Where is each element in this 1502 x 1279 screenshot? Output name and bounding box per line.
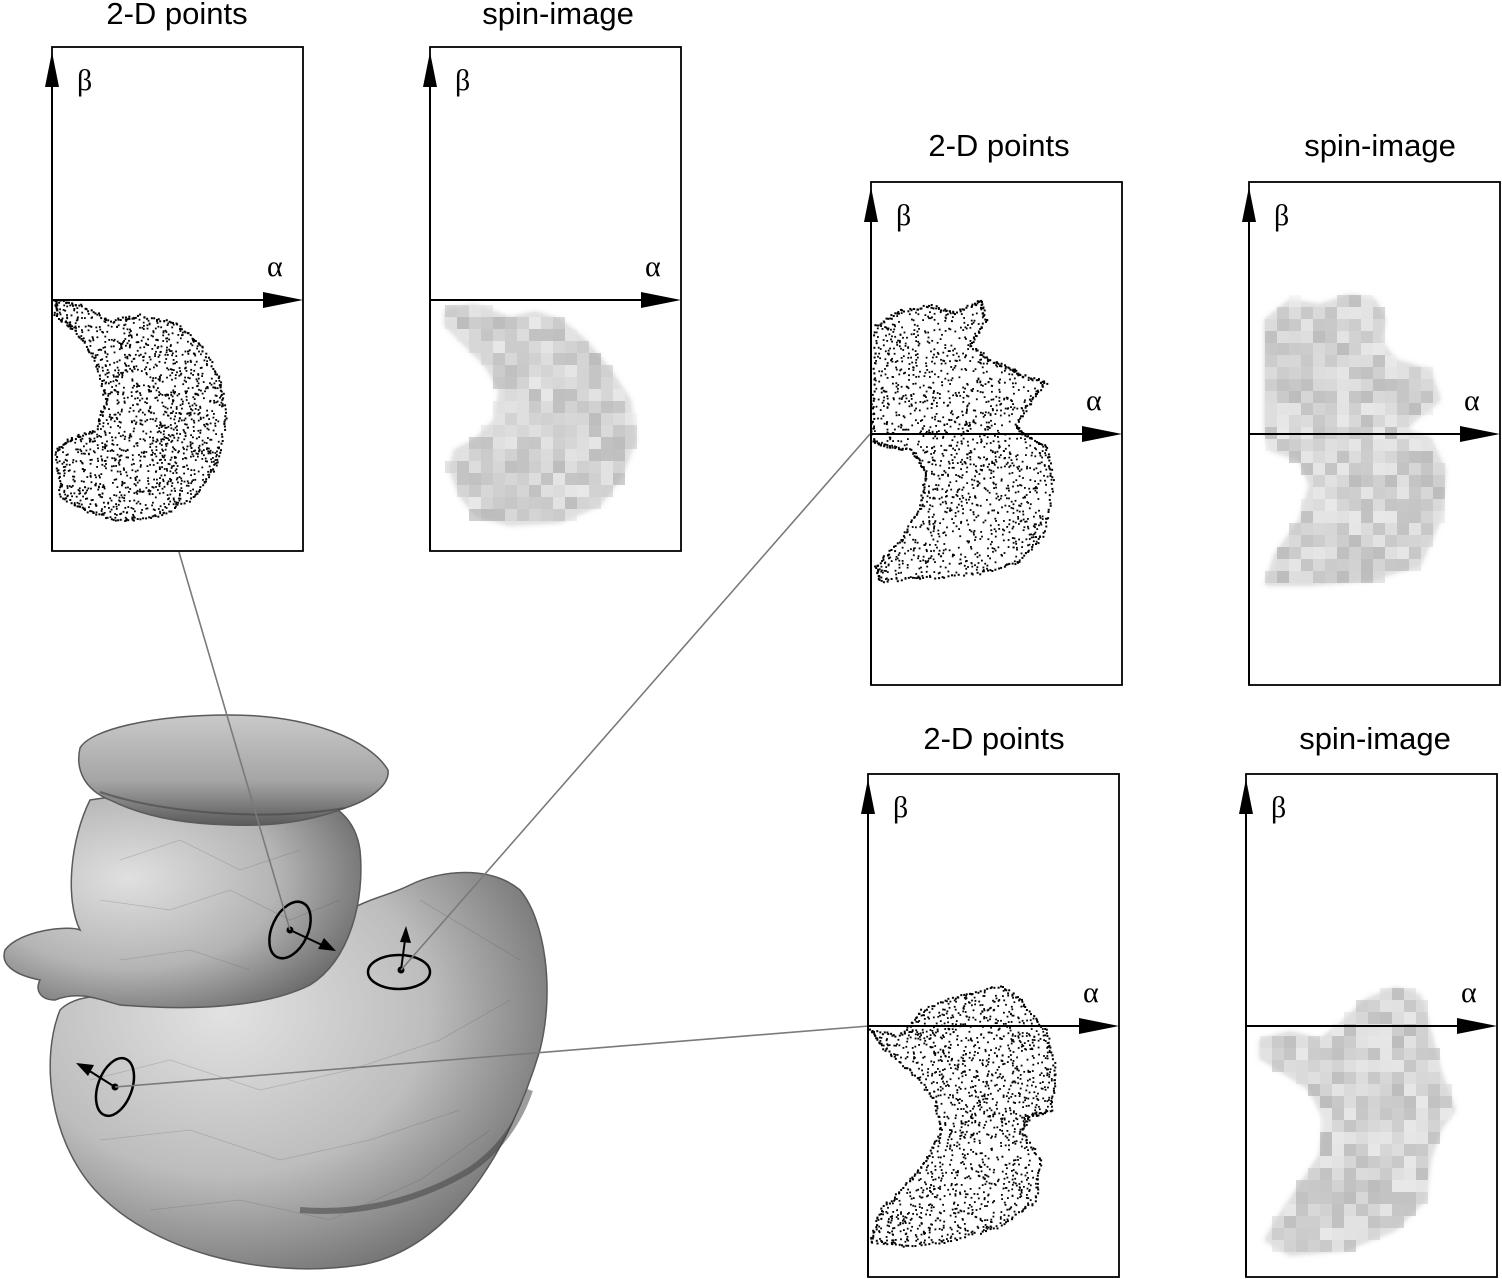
duck-head xyxy=(3,790,362,1009)
panel-title-points-1: 2-D points xyxy=(106,0,248,31)
panel-points-3: βα xyxy=(864,181,1123,686)
point-cloud xyxy=(869,985,1057,1248)
point-cloud xyxy=(870,299,1055,584)
alpha-arrowhead xyxy=(1082,426,1122,442)
beta-arrowhead xyxy=(864,187,878,222)
beta-label: β xyxy=(455,64,470,97)
connector-line-1 xyxy=(178,551,291,931)
spin-image-blob xyxy=(1260,988,1455,1255)
connector-lines xyxy=(114,433,871,1088)
basis-point-breast xyxy=(76,1056,136,1118)
beta-arrowhead xyxy=(45,52,59,87)
connector-line-3 xyxy=(114,1025,870,1088)
alpha-arrowhead xyxy=(641,292,681,308)
panel-spin-4: βα xyxy=(1242,181,1501,686)
panel-spin-2: βα xyxy=(423,46,682,552)
panel-title-spin-3: spin-image xyxy=(1299,721,1451,756)
panel-title-points-3: 2-D points xyxy=(923,721,1065,756)
beta-arrowhead xyxy=(1239,779,1253,814)
alpha-arrowhead xyxy=(263,292,303,308)
connector-line-2 xyxy=(400,433,871,971)
alpha-label: α xyxy=(1461,976,1477,1009)
beta-label: β xyxy=(1271,791,1286,824)
beta-label: β xyxy=(893,791,908,824)
duck-hat-brim xyxy=(78,714,389,827)
spin-image-blob xyxy=(1265,295,1445,585)
panel-title-spin-1: spin-image xyxy=(482,0,634,31)
alpha-arrowhead xyxy=(1079,1018,1119,1034)
panel-points-5: βα xyxy=(861,773,1120,1278)
panel-title-points-2: 2-D points xyxy=(928,128,1070,163)
alpha-label: α xyxy=(267,250,283,283)
alpha-arrowhead xyxy=(1460,426,1500,442)
beta-label: β xyxy=(896,199,911,232)
spin-image-blob xyxy=(445,305,637,525)
panel-spin-6: βα xyxy=(1239,773,1498,1278)
alpha-label: α xyxy=(1086,384,1102,417)
panel-points-1: βα xyxy=(45,46,304,552)
beta-arrowhead xyxy=(423,52,437,87)
beta-label: β xyxy=(77,64,92,97)
point-cloud xyxy=(53,299,228,522)
alpha-arrowhead xyxy=(1457,1018,1497,1034)
alpha-label: α xyxy=(645,250,661,283)
beta-label: β xyxy=(1274,199,1289,232)
alpha-label: α xyxy=(1083,976,1099,1009)
beta-arrowhead xyxy=(1242,187,1256,222)
beta-arrowhead xyxy=(861,779,875,814)
panel-title-spin-2: spin-image xyxy=(1304,128,1456,163)
alpha-label: α xyxy=(1464,384,1480,417)
duck-model xyxy=(3,714,548,1270)
